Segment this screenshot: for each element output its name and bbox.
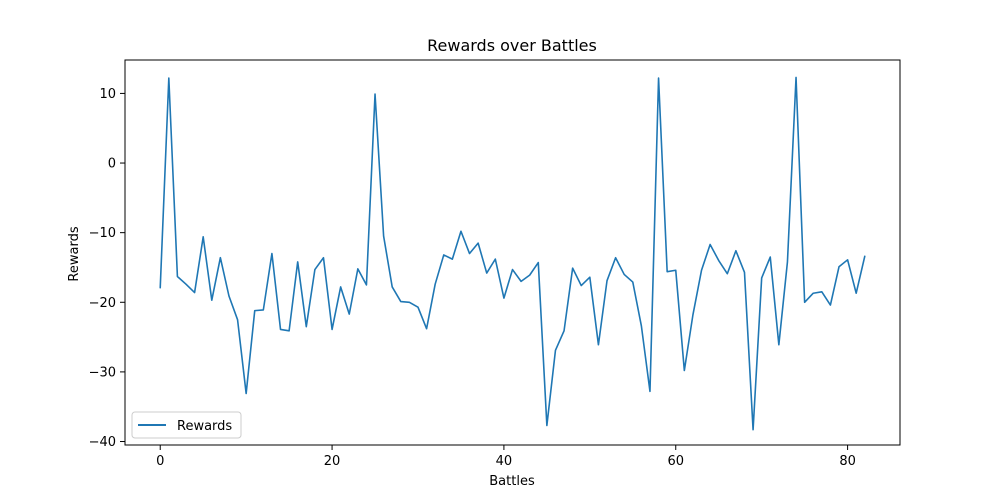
line-layer bbox=[159, 76, 866, 431]
x-tick-label: 20 bbox=[324, 454, 341, 469]
chart-title: Rewards over Battles bbox=[427, 36, 597, 55]
series-line-rewards bbox=[159, 76, 866, 431]
plot-area bbox=[124, 59, 901, 446]
legend-box bbox=[131, 411, 242, 439]
legend: Rewards bbox=[131, 411, 242, 439]
y-tick-label: −10 bbox=[89, 226, 116, 241]
x-tick-label: 60 bbox=[667, 454, 684, 469]
y-tick-label: −40 bbox=[89, 435, 116, 450]
y-axis-title: Rewards bbox=[67, 226, 82, 281]
y-tick-label: 10 bbox=[99, 87, 116, 102]
x-tick-label: 0 bbox=[156, 454, 164, 469]
x-axis-ticks: 0 20 40 60 80 bbox=[156, 445, 856, 469]
x-tick-label: 40 bbox=[496, 454, 513, 469]
x-axis-title: Battles bbox=[489, 474, 535, 489]
y-tick-label: −20 bbox=[89, 296, 116, 311]
y-tick-label: 0 bbox=[108, 157, 116, 172]
y-axis-ticks: −40 −30 −20 −10 0 10 bbox=[89, 87, 125, 450]
y-tick-label: −30 bbox=[89, 365, 116, 380]
plot-frame bbox=[124, 59, 901, 446]
x-tick-label: 80 bbox=[839, 454, 856, 469]
legend-label-rewards: Rewards bbox=[177, 419, 232, 434]
